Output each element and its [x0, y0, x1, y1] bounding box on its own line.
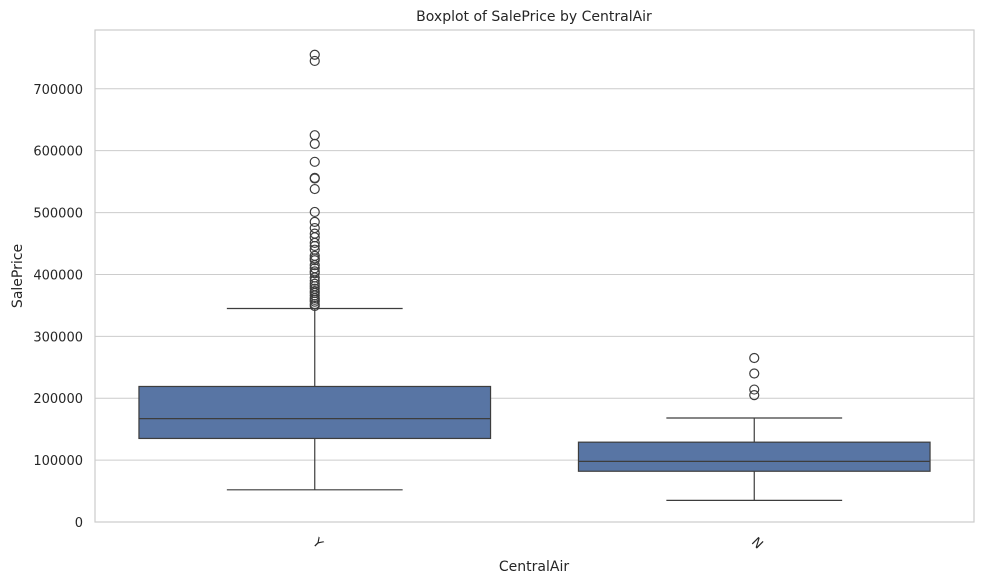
y-tick-label: 700000 — [33, 83, 83, 98]
outlier-point — [749, 352, 760, 364]
outlier-point — [309, 216, 320, 227]
boxes — [138, 49, 931, 501]
outlier-point — [309, 255, 320, 266]
outlier-point — [309, 237, 320, 248]
x-tick-label: Y — [308, 535, 325, 552]
outlier-point — [309, 130, 320, 141]
outlier-point — [309, 206, 320, 218]
outlier-point — [749, 384, 760, 395]
outlier-point — [309, 49, 320, 60]
outlier-point — [309, 138, 320, 149]
outlier-point — [309, 55, 320, 67]
outlier-point — [309, 275, 320, 286]
box-N — [577, 352, 931, 501]
chart-title: Boxplot of SalePrice by CentralAir — [416, 9, 652, 25]
y-tick-label: 0 — [75, 516, 83, 531]
outlier-point — [309, 173, 320, 184]
outlier-point — [309, 183, 320, 195]
y-tick-label: 300000 — [33, 330, 83, 345]
y-axis-ticks: 0 100000 200000 300000 400000 500000 600000 700… — [33, 83, 83, 531]
outlier-point — [749, 390, 760, 401]
x-tick-label: N — [748, 535, 765, 552]
y-tick-label: 600000 — [33, 145, 83, 160]
outlier-point — [309, 300, 320, 312]
x-axis-label: CentralAir — [499, 559, 569, 575]
y-tick-label: 200000 — [33, 392, 83, 407]
plot-frame — [94, 29, 975, 523]
box-Y — [138, 49, 492, 491]
y-tick-label: 100000 — [33, 454, 83, 469]
y-axis-label: SalePrice — [10, 244, 26, 308]
outlier-point — [309, 268, 320, 279]
outlier-point — [309, 240, 320, 252]
y-tick-label: 500000 — [33, 207, 83, 222]
y-tick-label: 400000 — [33, 268, 83, 283]
iqr-box — [138, 385, 492, 440]
outlier-point — [309, 260, 320, 271]
outlier-point — [309, 156, 320, 167]
outlier-point — [309, 296, 320, 307]
outlier-point — [749, 368, 760, 379]
iqr-box — [577, 441, 931, 472]
